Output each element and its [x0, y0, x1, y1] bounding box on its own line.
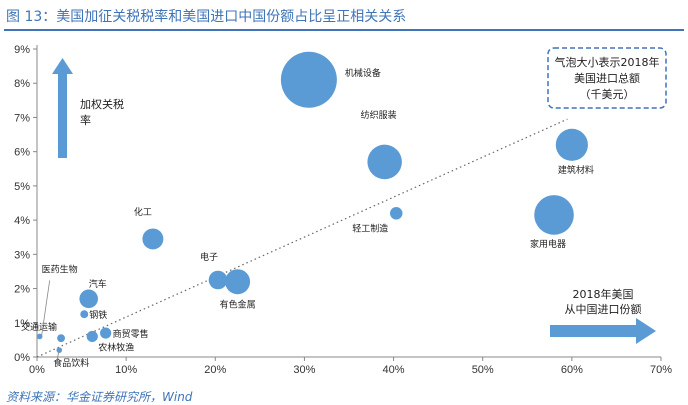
y-tick-label: 2% [14, 284, 30, 296]
x-arrow-label-line2: 从中国进口份额 [565, 303, 642, 316]
y-tick-label: 5% [14, 181, 30, 193]
x-tick-label: 10% [115, 364, 137, 376]
x-tick-label: 50% [472, 364, 494, 376]
bubble [142, 228, 164, 250]
y-tick-label: 7% [14, 112, 30, 124]
x-tick-label: 70% [650, 364, 672, 376]
bubble [367, 144, 402, 180]
y-tick-label: 9% [14, 44, 30, 56]
bubble-label: 轻工制造 [352, 222, 388, 234]
bubble [555, 128, 588, 161]
bubble-label: 钢铁 [89, 309, 107, 321]
bubble [79, 289, 98, 309]
bubble-label: 机械设备 [345, 67, 381, 79]
title-rule [4, 29, 684, 31]
bubble [208, 270, 228, 290]
bubble-label: 纺织服装 [361, 109, 397, 121]
bubble-label: 化工 [134, 206, 152, 218]
bubble-label: 食品饮料 [53, 357, 89, 369]
bubble-label: 医药生物 [42, 263, 78, 275]
bubble-label: 农林牧渔 [98, 341, 134, 353]
y-arrow-label-line2: 率 [80, 113, 91, 127]
bubble [36, 333, 43, 340]
y-tick-label: 4% [14, 215, 30, 227]
bubble-label: 有色金属 [220, 299, 256, 311]
bubble-label: 电子 [200, 251, 218, 263]
x-tick-label: 30% [293, 364, 315, 376]
bubble [280, 51, 337, 108]
source-note: 资料来源：华金证券研究所，Wind [6, 390, 193, 404]
y-arrow-label-line1: 加权关税 [80, 97, 124, 111]
bubble-label: 交通运输 [21, 321, 57, 333]
y-tick-label: 6% [14, 147, 30, 159]
y-arrow-shaft [58, 72, 67, 158]
y-tick-label: 1% [14, 318, 30, 330]
bubble-layer [36, 51, 588, 353]
bubble-label: 建筑材料 [558, 164, 594, 176]
leader-line [41, 280, 51, 336]
legend-box [547, 47, 667, 109]
bubble [80, 310, 89, 319]
bubble-label: 商贸零售 [113, 328, 149, 340]
y-tick-label: 0% [14, 352, 30, 364]
figure-title: 图 13：美国加征关税税率和美国进口中国份额占比呈正相关关系 [6, 9, 407, 25]
x-tick-label: 0% [29, 364, 45, 376]
bubble [534, 195, 574, 235]
bubble [100, 327, 112, 339]
bubble-label: 家用电器 [530, 238, 566, 250]
legend-box-line3: （千美元） [580, 88, 635, 101]
legend-box-line1: 气泡大小表示2018年 [555, 55, 660, 69]
bubble [389, 207, 403, 220]
y-arrow-head [52, 58, 73, 74]
x-tick-label: 60% [561, 364, 583, 376]
bubble [86, 330, 98, 343]
bubble-label: 汽车 [89, 278, 107, 290]
trendline-layer [36, 118, 568, 358]
chart-axes: 0% 1% 2% 3% 4% 5% 6% 7% 8% 9% 0% 10% 20% 30% 40% 50% 60%… [14, 44, 672, 376]
x-arrow-shaft [550, 325, 638, 337]
x-tick-label: 40% [383, 364, 405, 376]
x-arrow-label-line1: 2018年美国 [573, 287, 634, 301]
x-tick-label: 20% [204, 364, 226, 376]
y-tick-label: 8% [14, 78, 30, 90]
trendline [36, 118, 568, 358]
bubble [225, 269, 251, 295]
leader-line [56, 350, 60, 359]
bubble [57, 334, 66, 343]
x-arrow-head [636, 318, 656, 344]
y-tick-label: 3% [14, 249, 30, 261]
legend-box-line2: 美国进口总额 [574, 71, 640, 85]
